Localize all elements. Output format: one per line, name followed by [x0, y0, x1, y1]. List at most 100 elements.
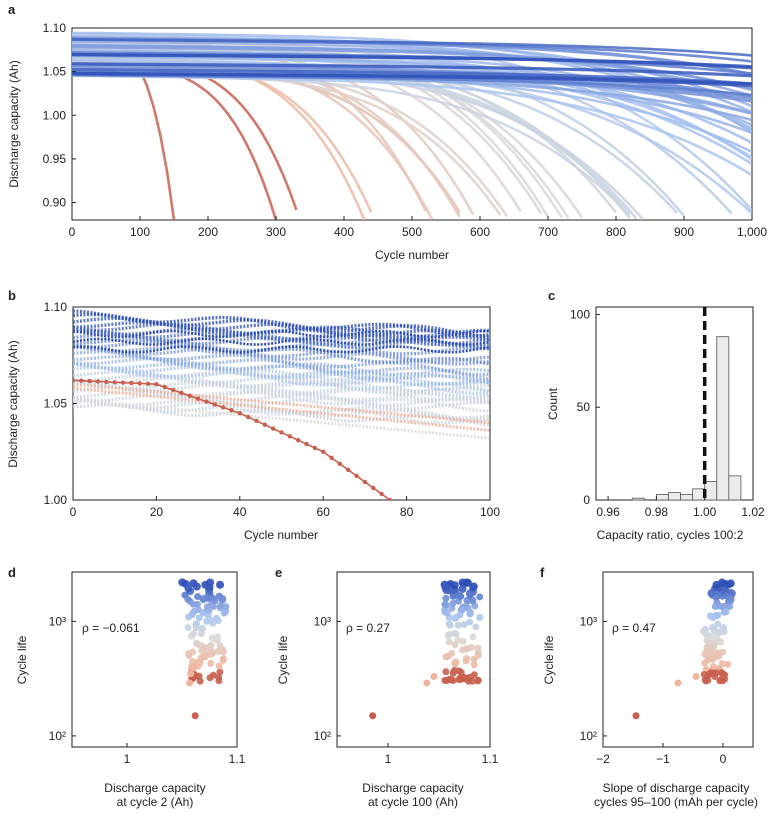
pd-point [216, 602, 224, 610]
panel-c-histogram-bar [692, 488, 706, 501]
panel-b-x-tick-label: 0 [70, 505, 77, 519]
panel-b-plot: 0 20 40 60 80 100 1.00 1.05 1.10 Cycle number D… [6, 300, 500, 542]
pf-point [707, 648, 715, 656]
pe-point [474, 644, 482, 652]
pe-point [466, 591, 474, 599]
pe-point [442, 594, 450, 602]
pd-point [192, 624, 200, 632]
panel-c-x-tick-label: 1.02 [741, 505, 765, 519]
pd-y-tick-label: 10² [49, 729, 66, 743]
pd-point [219, 648, 227, 656]
pe-point [452, 658, 460, 666]
panel-c-y-ticks: 0 50 100 [570, 307, 600, 507]
panel-label-c: c [548, 288, 555, 303]
panel-b-shortest-point [112, 380, 117, 385]
pe-point [466, 618, 474, 626]
panel-b-cell-curve [73, 343, 490, 366]
panel-b-shortest-point [262, 422, 268, 427]
panel-b-long-life-curve [73, 345, 490, 354]
panel-c-x-label: Capacity ratio, cycles 100:2 [597, 528, 744, 542]
pd-point [220, 609, 228, 617]
panel-b-cell-curve [73, 396, 490, 420]
panel-a-x-tick-label: 300 [266, 225, 286, 239]
panel-a-cell-curve [72, 37, 752, 57]
panel-b-cell-curve [73, 354, 490, 385]
pe-point [476, 593, 484, 601]
panel-b-shortest-point [187, 393, 192, 398]
pf-point [719, 648, 727, 656]
panel-b-shortest-point [195, 396, 201, 401]
panel-a-x-tick-label: 700 [538, 225, 558, 239]
pd-point [208, 634, 216, 642]
panel-b-shortest-point [145, 381, 151, 387]
panel-b-shortest-point [120, 380, 126, 385]
panel-a-y-label: Discharge capacity (Ah) [7, 60, 21, 187]
pf-point [713, 634, 721, 642]
panel-b-shortest-point [179, 390, 184, 396]
panel-a-x-tick-label: 600 [470, 225, 490, 239]
panel-label-e: e [275, 565, 282, 580]
pe-point [449, 677, 457, 685]
panel-f-x-label-line1: Slope of discharge capacity [603, 781, 750, 795]
pe-point [442, 653, 450, 661]
pe-point [457, 668, 465, 676]
pd-y-tick-label: 10³ [49, 614, 66, 628]
pf-point [718, 669, 726, 677]
pd-point [208, 647, 216, 655]
panel-c-y-tick-label: 100 [570, 307, 590, 321]
pd-point [204, 605, 212, 613]
panel-b-y-tick-label: 1.10 [44, 300, 68, 314]
pf-point [724, 580, 733, 589]
panel-c-x-tick-label: 1.00 [693, 505, 717, 519]
panel-c-histogram-bar [728, 475, 742, 501]
panel-b-cell-curve [73, 361, 490, 387]
panel-b-cell-curve [73, 378, 490, 402]
pd-point [184, 624, 192, 632]
panel-b-shortest-point [346, 467, 351, 473]
panel-b-shortest-point [104, 379, 109, 385]
pf-outlier-point [692, 673, 700, 681]
panel-a-cell-curve [72, 40, 752, 114]
panel-a-cell-curve [72, 45, 752, 90]
pe-x-tick-label: 1 [385, 752, 392, 766]
pf-point [709, 643, 717, 651]
panel-f-x-ticks: −2 −1 0 [596, 743, 727, 766]
pe-point [474, 676, 482, 684]
pe-point [450, 581, 459, 590]
pe-point [472, 623, 480, 631]
pd-x-tick-label: 1 [124, 752, 131, 766]
pe-point [446, 621, 454, 629]
panel-label-b: b [8, 288, 16, 303]
panel-b-shortest-point [254, 418, 259, 424]
pe-point [459, 646, 467, 654]
pe-point [469, 633, 477, 641]
panel-b-shortest-point [304, 441, 309, 447]
pf-point [708, 623, 716, 631]
pd-point [222, 603, 230, 611]
panel-b-shortest-point [229, 408, 234, 413]
pe-point [462, 578, 471, 587]
panel-b-shortest-point [220, 405, 226, 410]
pd-point [194, 593, 202, 601]
panel-f-y-label: Cycle life [542, 635, 556, 684]
panel-b-x-tick-label: 20 [150, 505, 164, 519]
panel-c-y-tick-label: 50 [577, 400, 591, 414]
pe-point [442, 668, 450, 676]
panel-b-shortest-point [270, 426, 276, 431]
panel-b-x-tick-label: 40 [233, 505, 247, 519]
pe-point [443, 609, 451, 617]
panel-b-shortest-point [154, 382, 159, 387]
pe-point [460, 621, 468, 629]
panel-b-cell-curve [73, 382, 490, 413]
panel-b-shortest-point [170, 387, 176, 393]
panel-b-shortest-point [321, 449, 326, 454]
pd-point [204, 611, 212, 619]
pd-x-tick-label: 1.1 [229, 752, 246, 766]
pf-point [726, 603, 734, 611]
pd-point [214, 617, 222, 625]
pe-point [445, 638, 453, 646]
panel-d-x-label-line2: at cycle 2 (Ah) [117, 795, 194, 809]
panel-b-shortest-point [371, 485, 376, 491]
pf-point [712, 669, 720, 677]
